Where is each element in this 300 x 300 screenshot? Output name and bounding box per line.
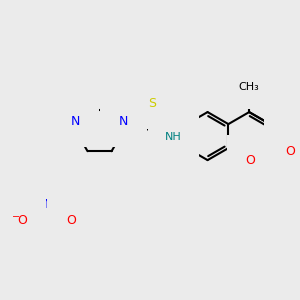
Text: O: O	[245, 154, 255, 166]
Text: O: O	[66, 214, 76, 227]
Text: O: O	[285, 145, 295, 158]
Text: CH₃: CH₃	[239, 82, 260, 92]
Text: O: O	[17, 214, 27, 227]
Text: N: N	[71, 115, 80, 128]
Text: +: +	[50, 194, 58, 204]
Text: N: N	[119, 115, 128, 128]
Text: S: S	[148, 98, 156, 110]
Text: N: N	[44, 199, 53, 212]
Text: NH: NH	[165, 132, 182, 142]
Text: −: −	[12, 212, 20, 222]
